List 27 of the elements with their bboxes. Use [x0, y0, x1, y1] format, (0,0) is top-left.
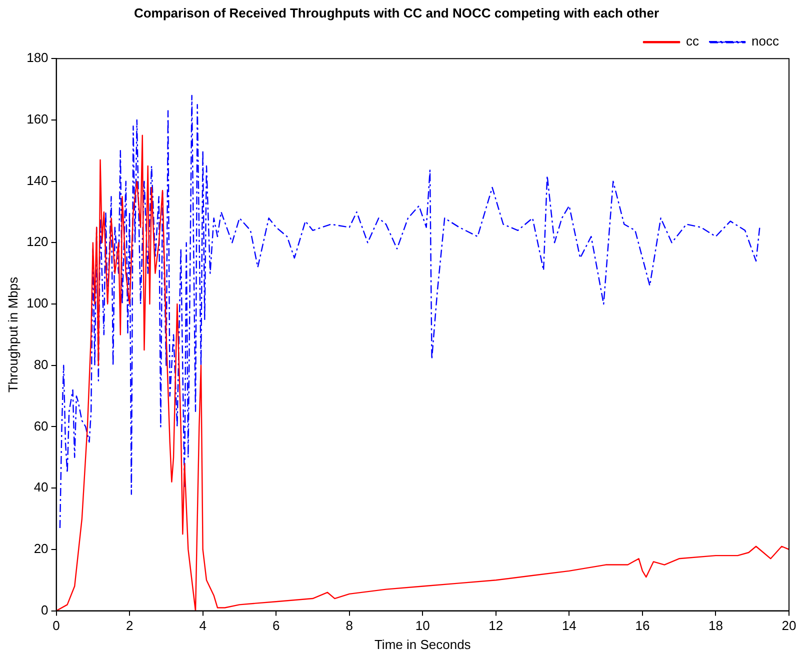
y-tick-label: 180	[26, 50, 48, 66]
y-tick-label: 60	[34, 418, 48, 434]
y-axis-title: Throughput in Mbps	[5, 276, 20, 393]
x-tick-label: 10	[415, 618, 430, 634]
x-axis-title: Time in Seconds	[374, 636, 472, 652]
y-tick-label: 100	[26, 296, 48, 311]
x-tick-label: 20	[782, 618, 796, 634]
y-tick-label: 20	[34, 541, 48, 556]
x-tick-label: 6	[272, 618, 280, 634]
y-tick-label: 120	[26, 234, 48, 250]
x-tick-label: 0	[52, 618, 60, 634]
x-tick-label: 16	[635, 618, 650, 634]
x-tick-label: 14	[562, 618, 576, 634]
y-tick-label: 0	[41, 602, 48, 618]
x-tick-label: 18	[708, 618, 723, 634]
x-tick-label: 12	[488, 618, 504, 634]
y-tick-label: 80	[34, 356, 48, 372]
y-tick-label: 40	[34, 480, 48, 495]
legend-label: nocc	[752, 34, 780, 49]
y-tick-label: 160	[26, 112, 48, 127]
x-tick-label: 2	[126, 618, 134, 634]
legend-label: cc	[686, 34, 700, 49]
line-series	[59, 94, 760, 529]
chart-title: Comparison of Received Throughputs with CC and NOCC competing with each other	[134, 5, 660, 20]
x-tick-label: 4	[199, 618, 206, 634]
y-tick-label: 140	[26, 172, 48, 188]
x-tick-label: 8	[346, 618, 353, 634]
